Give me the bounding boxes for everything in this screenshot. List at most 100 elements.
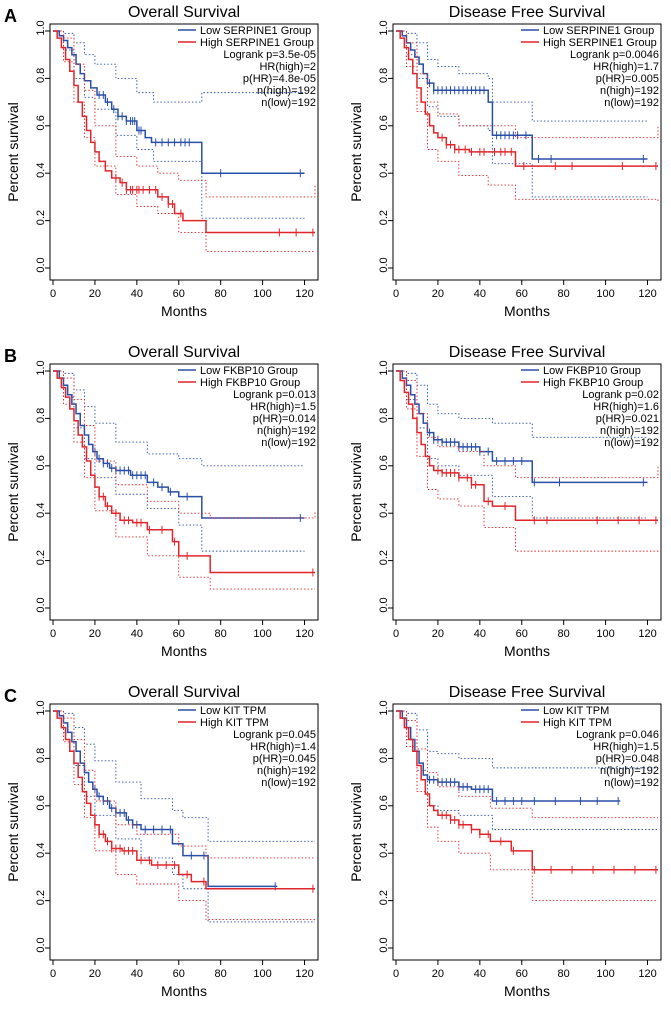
y-tick-label: 0.8 (35, 748, 47, 763)
stat-text: Logrank p=3.5e-05 (223, 49, 316, 61)
y-tick-label: 0.8 (378, 68, 390, 83)
panel-c: C Overall Survival 0.0 0.2 0.4 0.6 0.8 1.0 0 20 40… (4, 684, 662, 999)
x-tick-label: 120 (638, 968, 656, 980)
y-tick-label: 0.4 (35, 503, 47, 518)
x-tick-label: 120 (638, 288, 656, 300)
y-tick-label: 1.0 (378, 700, 390, 715)
ci-upper-low (53, 710, 315, 842)
stat-text: Logrank p=0.046 (576, 729, 659, 741)
ci-upper-low (396, 30, 648, 122)
x-axis-label: Months (161, 303, 207, 319)
series-high (53, 30, 316, 252)
legend-label: High SERPINE1 Group (543, 37, 657, 49)
stat-text: n(low)=192 (261, 437, 316, 449)
stat-text: n(low)=192 (261, 97, 316, 109)
legend-label: Low SERPINE1 Group (200, 25, 311, 37)
x-tick-label: 60 (173, 288, 185, 300)
ci-lower-low (53, 30, 305, 219)
stat-text: n(high)=192 (600, 85, 659, 97)
km-chart-disease-free-survival: Disease Free Survival 0.0 0.2 0.4 0.6 0.8 1.0 0… (348, 684, 662, 999)
stat-text: Logrank p=0.02 (582, 389, 659, 401)
y-tick-label: 0.0 (378, 937, 390, 952)
y-tick-label: 0.0 (378, 597, 390, 612)
x-tick-label: 80 (558, 968, 570, 980)
x-tick-label: 100 (253, 628, 271, 640)
x-tick-label: 100 (253, 288, 271, 300)
x-axis-label: Months (504, 643, 550, 659)
x-tick-label: 0 (50, 628, 56, 640)
plot-frame (392, 363, 662, 621)
x-tick-label: 80 (215, 288, 227, 300)
x-tick-label: 0 (50, 968, 56, 980)
ci-upper-low (396, 710, 658, 769)
stat-text: n(low)=192 (604, 437, 659, 449)
y-tick-label: 0.6 (378, 455, 390, 470)
y-tick-label: 0.4 (378, 843, 390, 858)
y-tick-label: 0.0 (35, 937, 47, 952)
ci-lower-low (53, 370, 305, 552)
chart-title: Disease Free Survival (449, 344, 606, 361)
km-chart-disease-free-survival: Disease Free Survival 0.0 0.2 0.4 0.6 0.8 1.0 0… (348, 344, 662, 659)
survival-curve-high (53, 710, 315, 890)
ci-upper-low (53, 30, 305, 103)
stat-text: n(high)=192 (257, 425, 316, 437)
stat-text: n(low)=192 (604, 97, 659, 109)
x-axis-label: Months (161, 983, 207, 999)
x-tick-label: 40 (474, 628, 486, 640)
y-tick-label: 0.2 (378, 890, 390, 905)
x-tick-label: 120 (295, 968, 313, 980)
stat-text: p(HR)=0.014 (253, 413, 316, 425)
x-axis-label: Months (504, 303, 550, 319)
y-tick-label: 0.0 (378, 257, 390, 272)
y-tick-label: 0.2 (35, 890, 47, 905)
survival-curve-high (396, 370, 658, 522)
chart-title: Overall Survival (128, 684, 240, 701)
plot-frame (392, 23, 662, 281)
y-tick-label: 1.0 (378, 360, 390, 375)
x-tick-label: 40 (474, 968, 486, 980)
x-tick-label: 40 (131, 288, 143, 300)
x-tick-label: 0 (393, 288, 399, 300)
panel-b: B Overall Survival 0.0 0.2 0.4 0.6 0.8 1.0 0 20 40… (4, 344, 662, 659)
x-tick-label: 20 (432, 968, 444, 980)
x-tick-label: 120 (295, 288, 313, 300)
stat-text: HR(high)=2 (259, 61, 316, 73)
legend-label: High KIT TPM (200, 717, 269, 729)
x-tick-label: 80 (558, 288, 570, 300)
y-tick-label: 0.8 (378, 408, 390, 423)
x-tick-label: 100 (596, 288, 614, 300)
x-tick-label: 20 (432, 288, 444, 300)
stat-text: n(high)=192 (600, 425, 659, 437)
series-high (396, 30, 659, 202)
panel-letter: B (4, 346, 17, 366)
x-tick-label: 80 (215, 628, 227, 640)
x-tick-label: 120 (638, 628, 656, 640)
plot-frame (49, 703, 319, 961)
y-axis-label: Percent survival (348, 782, 364, 882)
x-tick-label: 60 (516, 628, 528, 640)
stat-text: n(low)=192 (261, 777, 316, 789)
survival-curve-high (53, 370, 315, 574)
series-low (53, 30, 305, 219)
survival-curve-low (53, 30, 305, 174)
series-low (53, 710, 315, 923)
stat-text: n(high)=192 (257, 765, 316, 777)
stat-text: HR(high)=1.7 (593, 61, 659, 73)
x-tick-label: 40 (131, 968, 143, 980)
x-tick-label: 20 (89, 968, 101, 980)
km-chart-overall-survival: Overall Survival 0.0 0.2 0.4 0.6 0.8 1.0 0 20 40 6… (5, 684, 319, 999)
plot-frame (392, 703, 662, 961)
survival-curve-high (396, 710, 658, 871)
ci-lower-high (53, 370, 315, 590)
series-high (396, 710, 658, 902)
plot-frame (49, 363, 319, 621)
y-tick-label: 1.0 (378, 20, 390, 35)
x-axis-label: Months (161, 643, 207, 659)
legend-label: Low SERPINE1 Group (543, 25, 654, 37)
x-tick-label: 60 (173, 628, 185, 640)
legend-label: High SERPINE1 Group (200, 37, 314, 49)
stat-text: n(high)=192 (600, 765, 659, 777)
